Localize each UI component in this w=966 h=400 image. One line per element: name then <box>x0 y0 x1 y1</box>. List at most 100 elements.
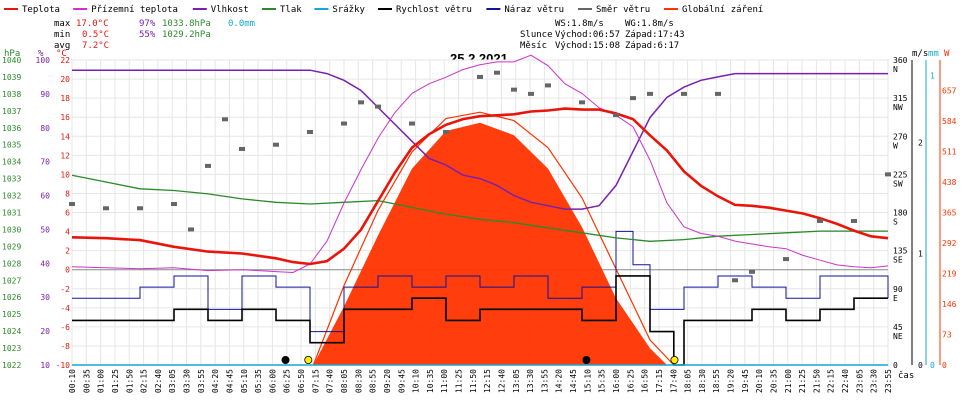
wind-direction-marker <box>630 96 636 101</box>
y-tick-temperature: -4 <box>60 304 70 313</box>
stat-min-label: min <box>54 30 70 40</box>
x-tick-label: 06:00 <box>268 369 277 393</box>
x-tick-label: 05:35 <box>254 369 263 393</box>
x-tick-label: 12:40 <box>497 369 506 393</box>
wind-direction-marker <box>732 278 738 283</box>
legend-item-8: Globální záření <box>682 5 763 15</box>
y-tick-temperature: -8 <box>60 342 70 351</box>
x-tick-label: 12:15 <box>483 369 492 393</box>
y-tick-temperature: 22 <box>60 56 70 65</box>
stat-avg-label: avg <box>54 41 70 51</box>
legend-item-1: Přízemní teplota <box>91 5 178 15</box>
x-tick-label: 19:45 <box>741 369 750 393</box>
unit-celsius: °C <box>56 49 67 59</box>
x-tick-label: 05:10 <box>240 369 249 393</box>
x-tick-label: 01:00 <box>97 369 106 393</box>
y-tick-pressure: 1023 <box>2 344 21 353</box>
y-tick-pressure: 1040 <box>2 56 21 65</box>
x-tick-label: 07:15 <box>311 369 320 393</box>
y-tick-pressure: 1032 <box>2 192 21 201</box>
x-tick-label: 08:55 <box>369 369 378 393</box>
y-tick-wind-dir: 270 <box>893 132 908 141</box>
wind-direction-marker <box>528 91 534 96</box>
x-tick-label: 13:05 <box>512 369 521 393</box>
legend-item-5: Rychlost větru <box>396 5 472 15</box>
y-tick-wind-dir-label: W <box>893 141 898 150</box>
wind-direction-marker <box>307 130 313 135</box>
y-tick-pressure: 1024 <box>2 327 21 336</box>
y-tick-solar: 146 <box>942 300 957 309</box>
wind-direction-marker <box>222 117 228 122</box>
wind-direction-marker <box>545 83 551 88</box>
x-tick-label: 22:40 <box>841 369 850 393</box>
x-tick-label: 21:00 <box>784 369 793 393</box>
x-tick-label: 22:15 <box>827 369 836 393</box>
x-tick-label: 14:20 <box>555 369 564 393</box>
x-tick-label: 11:00 <box>440 369 449 393</box>
wind-direction-marker <box>375 104 381 109</box>
legend-item-3: Tlak <box>280 5 302 15</box>
y-tick-humidity: 10 <box>40 361 50 370</box>
x-tick-label: 06:25 <box>283 369 292 393</box>
y-tick-pressure: 1030 <box>2 225 21 234</box>
stat-sun-rise: Východ:06:57 <box>555 30 620 40</box>
stats-block: max 17.0°C 97% 1033.8hPa 0.0mm min 0.5°C… <box>54 19 255 51</box>
y-tick-wind-dir: 360 <box>893 56 908 65</box>
x-tick-label: 17:40 <box>669 369 678 393</box>
y-tick-pressure: 1029 <box>2 242 21 251</box>
y-tick-temperature: -6 <box>60 323 70 332</box>
y-tick-solar: 584 <box>942 117 957 126</box>
y-tick-temperature: 10 <box>60 170 70 179</box>
stat-temp-avg: 7.2°C <box>82 41 109 51</box>
wind-direction-marker <box>851 218 857 223</box>
unit-ms: m/s <box>912 49 928 59</box>
x-tick-label: 00:10 <box>68 369 77 393</box>
x-tick-label: 03:05 <box>168 369 177 393</box>
y-tick-temperature: 8 <box>65 189 70 198</box>
stat-moon-rise: Východ:15:08 <box>555 41 620 51</box>
y-tick-temperature: 18 <box>60 94 70 103</box>
wind-direction-marker <box>511 87 517 92</box>
stat-hum-max: 97% <box>139 19 156 29</box>
y-tick-rain: 1 <box>930 71 935 80</box>
y-tick-wind-dir-label: E <box>893 294 898 303</box>
y-tick-humidity: 60 <box>40 192 50 201</box>
y-tick-temperature: 2 <box>65 247 70 256</box>
y-tick-wind-dir: 0 <box>893 361 898 370</box>
stat-temp-min: 0.5°C <box>82 30 109 40</box>
x-tick-label: 01:25 <box>111 369 120 393</box>
y-tick-pressure: 1038 <box>2 90 21 99</box>
wind-direction-marker <box>409 121 415 126</box>
wind-direction-marker <box>273 142 279 147</box>
y-tick-solar: 292 <box>942 239 957 248</box>
x-tick-label: 16:25 <box>626 369 635 393</box>
wind-direction-marker <box>341 121 347 126</box>
y-tick-wind-dir-label: N <box>893 65 898 74</box>
stat-press-min: 1029.2hPa <box>162 30 211 40</box>
x-tick-label: 21:50 <box>812 369 821 393</box>
series-ground-temperature <box>71 54 889 274</box>
wind-direction-marker <box>579 100 585 105</box>
wind-direction-marker <box>494 70 500 75</box>
stat-press-max: 1033.8hPa <box>162 19 211 29</box>
stat-max-label: max <box>54 19 71 29</box>
legend-item-4: Srážky <box>332 5 365 15</box>
y-tick-humidity: 30 <box>40 293 50 302</box>
y-tick-humidity: 70 <box>40 158 50 167</box>
sunrise-marker <box>304 355 313 364</box>
wind-direction-marker <box>171 202 177 207</box>
wind-sun-stats: WS:1.8m/s WG:1.8m/s Slunce Východ:06:57 … <box>520 19 685 51</box>
x-tick-label: 11:50 <box>469 369 478 393</box>
y-tick-pressure: 1022 <box>2 361 21 370</box>
wind-direction-marker <box>69 202 75 207</box>
y-tick-wind-dir: 315 <box>893 94 908 103</box>
y-tick-temperature: 4 <box>65 228 70 237</box>
y-tick-temperature: 6 <box>65 209 70 218</box>
y-tick-wind-dir: 225 <box>893 170 908 179</box>
x-tick-label: 13:30 <box>526 369 535 393</box>
series-temperature <box>71 107 889 266</box>
y-tick-solar: 73 <box>942 331 952 340</box>
stat-temp-max: 17.0°C <box>76 19 109 29</box>
x-tick-label: 00:35 <box>82 369 91 393</box>
